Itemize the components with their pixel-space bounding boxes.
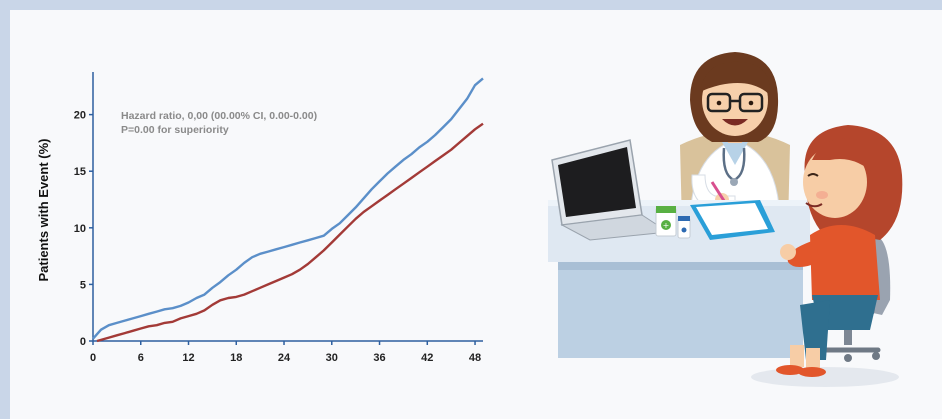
x-tick-label: 42 <box>421 352 433 364</box>
series-line-1 <box>92 77 484 340</box>
x-tick-label: 24 <box>278 352 291 364</box>
laptop-icon <box>551 139 670 241</box>
chair-shadow <box>751 367 899 387</box>
x-tick-label: 30 <box>326 352 338 364</box>
y-tick-label: 20 <box>74 110 86 122</box>
chart-ticks: 0 5 10 15 20 0 6 12 18 24 30 36 42 48 <box>74 110 481 364</box>
hazard-ratio-annotation: Hazard ratio, 0,00 (00.00% CI, 0.00-0.00… <box>121 110 317 122</box>
x-tick-label: 6 <box>138 352 144 364</box>
y-tick-label: 0 <box>80 336 86 348</box>
x-tick-label: 48 <box>469 352 481 364</box>
x-tick-label: 12 <box>182 352 194 364</box>
y-axis-title: Patients with Event (%) <box>36 138 51 281</box>
medicine-bottle-icon: + <box>655 206 691 239</box>
p-value-annotation: P=0.00 for superiority <box>121 124 229 136</box>
series-line-2 <box>96 122 484 343</box>
y-tick-label: 10 <box>74 223 86 235</box>
x-tick-label: 0 <box>90 352 96 364</box>
svg-text:+: + <box>663 221 670 230</box>
chart-axes <box>92 72 483 342</box>
clipboard-icon <box>690 200 775 240</box>
y-tick-label: 5 <box>80 279 86 291</box>
y-tick-label: 15 <box>74 166 86 178</box>
chart-series <box>92 77 484 343</box>
x-tick-label: 36 <box>373 352 385 364</box>
patient-icon <box>776 125 903 377</box>
x-tick-label: 18 <box>230 352 242 364</box>
